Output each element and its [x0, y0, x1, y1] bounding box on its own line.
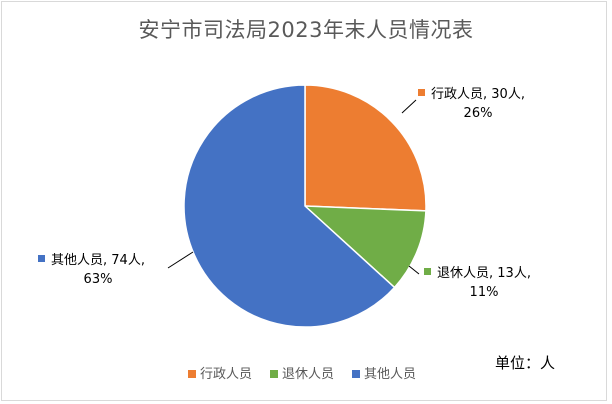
data-label-2: 退休人员, 13人, — [437, 266, 531, 281]
leader-line-1 — [401, 99, 417, 114]
legend-label-2: 退休人员 — [282, 367, 334, 382]
legend-label-1: 行政人员 — [200, 367, 252, 382]
leader-line-2 — [408, 265, 420, 275]
data-label-marker-2 — [424, 268, 431, 275]
legend-label-3: 其他人员 — [364, 367, 416, 382]
data-label-marker-3 — [38, 255, 45, 262]
data-label-percent-1: 26% — [464, 106, 493, 121]
data-label-percent-2: 11% — [470, 285, 499, 300]
legend-marker-3 — [352, 370, 360, 378]
leader-line-3 — [167, 251, 194, 269]
chart-title: 安宁市司法局2023年末人员情况表 — [138, 18, 474, 42]
pie-slice-2 — [302, 205, 427, 289]
legend-marker-2 — [270, 370, 278, 378]
data-label-1: 行政人员, 30人, — [431, 87, 525, 102]
pie-slice-3 — [183, 84, 396, 328]
data-label-percent-3: 63% — [84, 272, 113, 287]
legend-marker-1 — [188, 370, 196, 378]
pie-slice-1 — [304, 84, 427, 212]
data-label-3: 其他人员, 74人, — [51, 253, 145, 268]
data-label-marker-1 — [418, 89, 425, 96]
unit-note: 单位：人 — [495, 354, 556, 372]
